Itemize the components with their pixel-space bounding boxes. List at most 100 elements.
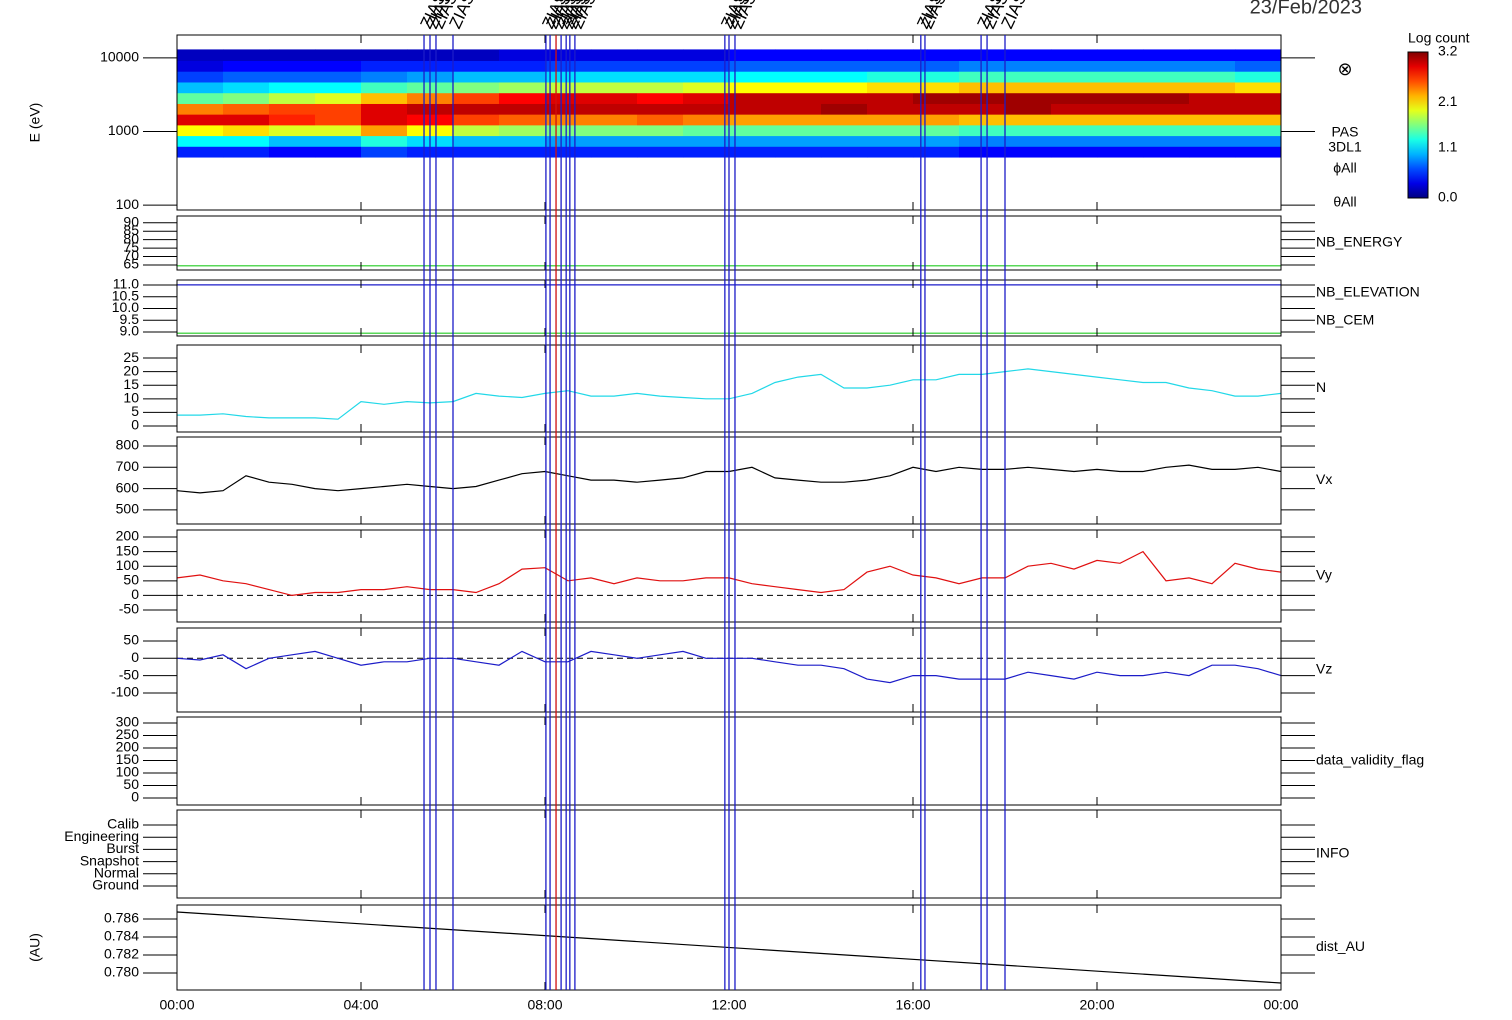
spectrogram-cell [1051, 135, 1098, 147]
category-label: Ground [92, 877, 139, 893]
y-tick-label: 15 [123, 376, 139, 392]
spectrogram-cell [591, 92, 638, 104]
symbol: ⊗ [1337, 59, 1352, 79]
spectrogram-cell [499, 124, 546, 137]
spectrogram-cell [729, 81, 776, 94]
spectrogram-cell [683, 103, 730, 115]
spectrogram-cell [959, 103, 1006, 115]
y-tick-label: 9.0 [120, 323, 140, 339]
spectrogram-cell [499, 135, 546, 147]
spectrogram-cell [545, 71, 592, 83]
spectrogram-cell [959, 146, 1006, 158]
spectrogram-cell [1235, 114, 1282, 126]
spectrogram-cell [223, 135, 270, 147]
spectrogram-cell [1051, 114, 1098, 126]
y-tick-label: 0.782 [104, 946, 139, 962]
spectrogram-cell [729, 103, 776, 115]
spectrogram-cell [361, 124, 408, 137]
spectrogram-cell [453, 92, 500, 104]
spectrogram-cell [683, 124, 730, 137]
spectrogram-cell [177, 103, 224, 115]
spectrogram-cell [545, 146, 592, 158]
y-tick-label: 500 [116, 501, 140, 517]
spectrogram-cell [959, 60, 1006, 72]
x-tick-label: 12:00 [711, 997, 746, 1013]
spectrogram-cell [269, 114, 316, 126]
spectrogram-cell [867, 71, 914, 83]
spectrogram-cell [959, 71, 1006, 83]
spectrogram-cell [959, 49, 1006, 61]
spectrogram-cell [361, 146, 408, 158]
spectrogram-cell [729, 114, 776, 126]
spectrogram-cell [591, 49, 638, 61]
spectrogram-cell [1097, 135, 1144, 147]
spectrogram-cell [545, 81, 592, 94]
spectrogram-cell [1005, 81, 1052, 94]
spectrogram-cell [867, 60, 914, 72]
x-tick-label: 04:00 [343, 997, 378, 1013]
spectrogram-cell [1051, 103, 1098, 115]
y-tick-label: 800 [116, 437, 140, 453]
spectrogram-cell [1235, 92, 1282, 104]
spectrogram-cell [913, 81, 960, 94]
spectrogram-cell [269, 81, 316, 94]
spectrogram-cell [867, 124, 914, 137]
spectrogram-cell [775, 60, 822, 72]
series-label: NB_ELEVATION [1316, 284, 1420, 300]
spectrogram-cell [1051, 146, 1098, 158]
spectrogram-cell [269, 60, 316, 72]
spectrogram-cell [1143, 146, 1190, 158]
spectrogram-cell [315, 81, 362, 94]
spectrogram-cell [1097, 81, 1144, 94]
spectrogram-cell [223, 60, 270, 72]
spectrogram-cell [177, 49, 224, 61]
spectrogram-cell [177, 114, 224, 126]
spectrogram-cell [1005, 124, 1052, 137]
spectrogram-cell [637, 81, 684, 94]
y-tick-label: -50 [119, 666, 139, 682]
y-tick-label: 200 [116, 739, 140, 755]
spectrogram-cell [729, 146, 776, 158]
spectrogram-cell [1051, 92, 1098, 104]
spectrogram-cell [453, 49, 500, 61]
series-label: NB_ENERGY [1316, 234, 1403, 250]
spectrogram-cell [729, 92, 776, 104]
y-tick-label: 0.784 [104, 928, 139, 944]
spectrogram-cell [591, 60, 638, 72]
category-label: Burst [106, 840, 139, 856]
instrument-label: PAS [1332, 124, 1359, 140]
spectrogram-cell [729, 135, 776, 147]
spectrogram-cell [775, 114, 822, 126]
y-tick-label: 25 [123, 349, 139, 365]
spectrogram-cell [1005, 114, 1052, 126]
spectrogram-cell [821, 92, 868, 104]
spectrogram-cell [1143, 49, 1190, 61]
spectrogram-cell [683, 60, 730, 72]
spectrogram-cell [361, 60, 408, 72]
category-label: Normal [94, 865, 139, 881]
spectrogram-cell [1143, 71, 1190, 83]
spectrogram-cell [729, 124, 776, 137]
spectrogram-cell [591, 71, 638, 83]
panel-label: INFO [1316, 845, 1350, 861]
spectrogram-cell [269, 124, 316, 137]
x-tick-label: 16:00 [895, 997, 930, 1013]
spectrogram-cell [913, 135, 960, 147]
spectrogram-cell [959, 92, 1006, 104]
spectrogram-cell [775, 103, 822, 115]
y-tick-label: 200 [116, 528, 140, 544]
spectrogram-cell [775, 71, 822, 83]
spectrogram-cell [637, 103, 684, 115]
spectrogram-cell [729, 60, 776, 72]
spectrogram-cell [1189, 146, 1236, 158]
spectrogram-cell [361, 135, 408, 147]
spectrogram-cell [1189, 103, 1236, 115]
spectrogram-cell [315, 124, 362, 137]
category-label: Snapshot [80, 852, 139, 868]
spectrogram-cell [1235, 146, 1282, 158]
y-tick-label: 10 [123, 390, 139, 406]
spectrogram-cell [177, 92, 224, 104]
spectrogram-cell [1051, 124, 1098, 137]
spectrogram-cell [1097, 146, 1144, 158]
spectrogram-cell [269, 135, 316, 147]
